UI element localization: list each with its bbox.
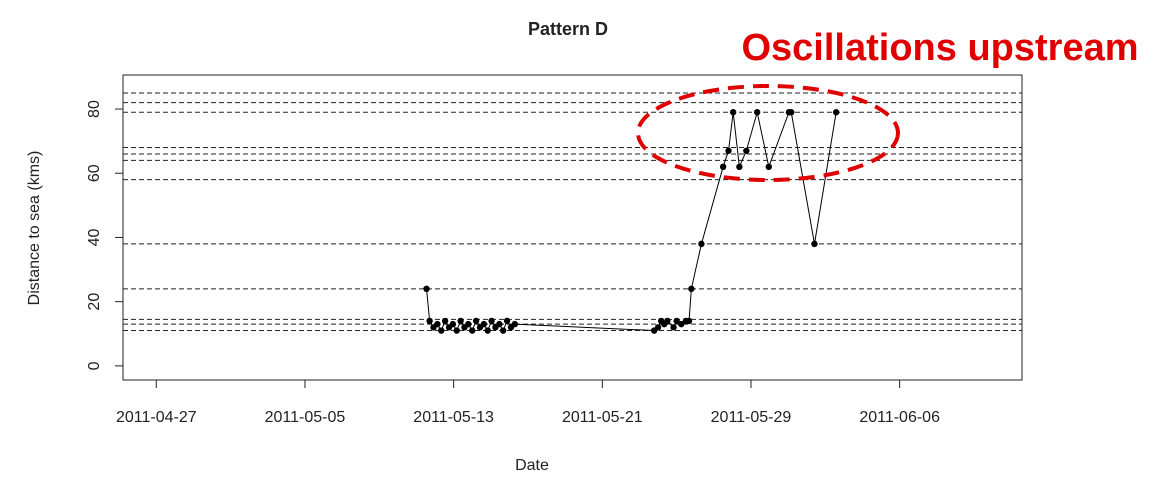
- data-point: [472, 317, 480, 325]
- data-point: [670, 324, 677, 331]
- highlight-ellipse: [636, 84, 900, 182]
- data-point: [426, 317, 433, 325]
- data-point: [832, 109, 840, 116]
- data-point: [441, 317, 449, 325]
- plot-frame: [122, 74, 1023, 381]
- data-point: [457, 317, 464, 325]
- y-tick-label: 60: [86, 164, 103, 182]
- data-point: [449, 320, 457, 328]
- data-point: [438, 327, 445, 334]
- annotation: Oscillations upstream: [741, 27, 1138, 69]
- y-axis-label: Distance to sea (kms): [26, 151, 43, 306]
- chart-title: Pattern D: [528, 19, 608, 39]
- x-axis-label: Date: [515, 457, 549, 474]
- data-point: [484, 327, 491, 334]
- data-point: [719, 163, 727, 171]
- data-point: [496, 320, 503, 328]
- data-point: [673, 317, 680, 325]
- data-point: [465, 320, 472, 328]
- y-tick-label: 80: [86, 100, 103, 118]
- x-tick-label: 2011-05-13: [413, 409, 494, 426]
- data-point: [480, 320, 488, 328]
- plot-area: 0 20 40 60 80 2011-04-27 2011-05-05 2011-05-13 2…: [86, 92, 1022, 426]
- y-tick-label: 0: [86, 361, 103, 370]
- x-tick-label: 2011-05-21: [562, 409, 643, 426]
- data-point: [743, 147, 750, 154]
- data-point: [511, 320, 519, 328]
- data-point: [453, 327, 460, 334]
- data-point: [678, 320, 685, 328]
- data-point: [488, 317, 495, 325]
- data-point: [503, 317, 511, 325]
- series-line: [426, 111, 837, 332]
- x-tick-label: 2011-05-05: [265, 409, 346, 426]
- y-tick-label: 40: [86, 228, 103, 246]
- data-point: [654, 324, 662, 331]
- data-point: [688, 285, 695, 293]
- data-point: [765, 163, 772, 171]
- data-point: [423, 285, 430, 293]
- data-point: [753, 109, 761, 116]
- data-point: [788, 109, 795, 116]
- x-tick-label: 2011-06-06: [859, 409, 940, 426]
- data-point: [434, 320, 441, 328]
- y-tick-label: 20: [86, 293, 103, 311]
- data-point: [736, 163, 743, 171]
- x-tick-label: 2011-04-27: [116, 409, 197, 426]
- data-point: [729, 109, 737, 116]
- data-point: [469, 327, 476, 334]
- data-point: [698, 240, 705, 248]
- data-point: [685, 317, 693, 325]
- data-point: [725, 147, 732, 154]
- data-point: [664, 317, 671, 325]
- data-point: [811, 240, 818, 248]
- x-tick-label: 2011-05-29: [711, 409, 792, 426]
- data-point: [499, 327, 507, 334]
